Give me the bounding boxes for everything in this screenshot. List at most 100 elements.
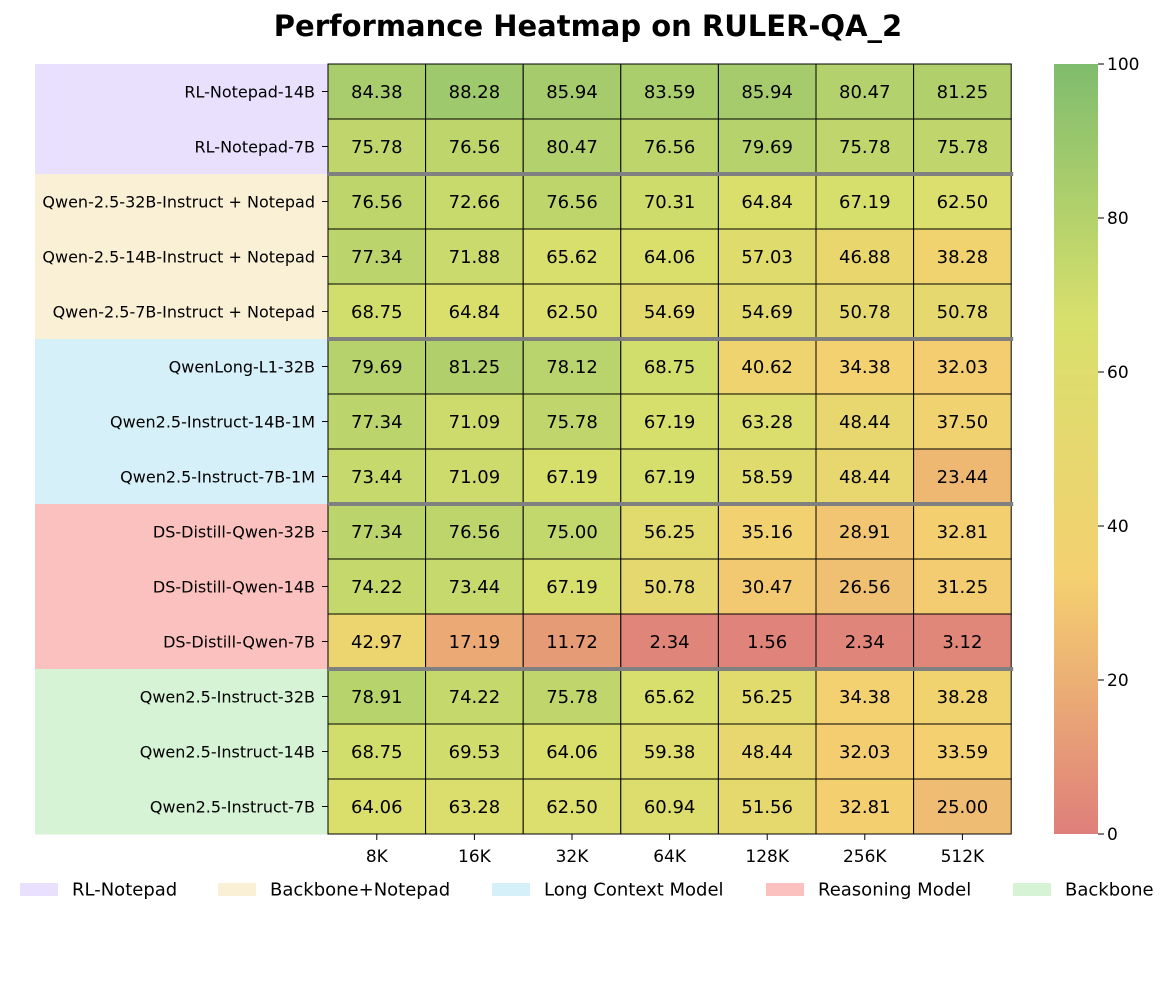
heatmap-cell (815, 613, 915, 670)
heatmap-cell (815, 173, 915, 230)
cell-value-label: 38.28 (937, 687, 989, 708)
cell-value-label: 51.56 (741, 797, 793, 818)
heatmap-cell (913, 393, 1012, 450)
heatmap-cell (913, 283, 1012, 340)
cell-value-label: 67.19 (839, 192, 891, 213)
heatmap-cell (913, 723, 1012, 780)
cell-value-label: 48.44 (839, 467, 891, 488)
cell-value-label: 71.09 (449, 412, 501, 433)
heatmap-cell (327, 63, 427, 120)
cell-value-label: 32.03 (937, 357, 989, 378)
heatmap-cell (717, 393, 817, 450)
heatmap-cell (717, 723, 817, 780)
cell-value-label: 69.53 (449, 742, 501, 763)
colorbar-tick-label: 20 (1107, 671, 1129, 691)
cell-value-label: 3.12 (942, 632, 982, 653)
cell-value-label: 48.44 (741, 742, 793, 763)
heatmap-cell (522, 503, 622, 560)
cell-value-label: 75.00 (546, 522, 598, 543)
heatmap-cell (815, 338, 915, 395)
colorbar-tick-label: 100 (1107, 55, 1139, 75)
colorbar-tick-label: 0 (1107, 825, 1118, 845)
cell-value-label: 77.34 (351, 522, 403, 543)
heatmap-cell (425, 503, 524, 560)
cell-value-label: 30.47 (741, 577, 793, 598)
cell-value-label: 57.03 (741, 247, 793, 268)
heatmap-cell (327, 613, 427, 670)
legend-swatch (218, 883, 256, 896)
cell-value-label: 80.47 (839, 82, 891, 103)
cell-value-label: 23.44 (937, 467, 989, 488)
legend-label: Backbone+Notepad (270, 880, 450, 901)
row-band (35, 119, 328, 175)
cell-value-label: 83.59 (644, 82, 696, 103)
heatmap-cell (620, 558, 719, 615)
cell-value-label: 74.22 (351, 577, 403, 598)
row-band (35, 339, 328, 395)
column-label: 256K (843, 847, 887, 867)
cell-value-label: 34.38 (839, 357, 891, 378)
cell-value-label: 48.44 (839, 412, 891, 433)
heatmap-cell (522, 723, 622, 780)
cell-value-label: 78.91 (351, 687, 403, 708)
cell-value-label: 67.19 (546, 467, 598, 488)
heatmap-cell (913, 558, 1012, 615)
cell-value-label: 64.06 (644, 247, 696, 268)
heatmap-cell (620, 63, 719, 120)
heatmap-cell (425, 283, 524, 340)
cell-value-label: 2.34 (650, 632, 690, 653)
column-labels: 8K 16K 32K 64K 128K 256K 512K (366, 834, 985, 867)
cell-value-label: 79.69 (351, 357, 403, 378)
cell-value-label: 68.75 (351, 742, 403, 763)
heatmap-cell (327, 173, 427, 230)
row-label: QwenLong-L1-32B (169, 358, 315, 377)
legend-label: Reasoning Model (818, 880, 971, 901)
colorbar-gradient (1054, 64, 1098, 834)
heatmap-cell (815, 63, 915, 120)
cell-value-label: 88.28 (449, 82, 501, 103)
row-group-bands (35, 64, 328, 835)
cell-value-label: 67.19 (644, 467, 696, 488)
cell-value-label: 81.25 (937, 82, 989, 103)
heatmap-cell (913, 448, 1012, 505)
row-band (35, 174, 328, 230)
heatmap-cells: 84.38 88.28 85.94 83.59 85.94 80.47 81.25 75.78… (327, 63, 1012, 835)
row-label: Qwen-2.5-14B-Instruct + Notepad (42, 248, 315, 267)
row-label: Qwen2.5-Instruct-14B (140, 743, 315, 762)
cell-value-label: 65.62 (546, 247, 598, 268)
row-label: Qwen2.5-Instruct-14B-1M (110, 413, 315, 432)
heatmap-cell (327, 118, 427, 175)
heatmap-cell (913, 668, 1012, 725)
cell-value-label: 70.31 (644, 192, 696, 213)
row-band (35, 559, 328, 615)
legend-swatch (1013, 883, 1051, 896)
heatmap-cell (327, 778, 427, 835)
heatmap-cell (913, 503, 1012, 560)
cell-value-label: 64.84 (449, 302, 501, 323)
colorbar-tick-label: 60 (1107, 363, 1129, 383)
cell-value-label: 72.66 (449, 192, 501, 213)
cell-value-label: 76.56 (449, 137, 501, 158)
row-band (35, 724, 328, 780)
column-label: 64K (653, 847, 687, 867)
chart-title: Performance Heatmap on RULER-QA_2 (274, 9, 902, 43)
heatmap-cell (717, 228, 817, 285)
heatmap-cell (620, 778, 719, 835)
cell-value-label: 68.75 (644, 357, 696, 378)
cell-value-label: 75.78 (546, 687, 598, 708)
cell-value-label: 1.56 (747, 632, 787, 653)
cell-value-label: 75.78 (839, 137, 891, 158)
cell-value-label: 17.19 (449, 632, 501, 653)
cell-value-label: 32.03 (839, 742, 891, 763)
heatmap-cell (815, 558, 915, 615)
group-separators (328, 172, 1014, 671)
legend-label: Backbone (1065, 880, 1154, 901)
heatmap-cell (620, 393, 719, 450)
cell-value-label: 76.56 (449, 522, 501, 543)
cell-value-label: 50.78 (937, 302, 989, 323)
cell-value-label: 32.81 (839, 797, 891, 818)
heatmap-cell (620, 503, 719, 560)
cell-value-label: 64.06 (546, 742, 598, 763)
heatmap-cell (522, 118, 622, 175)
heatmap-cell (327, 283, 427, 340)
